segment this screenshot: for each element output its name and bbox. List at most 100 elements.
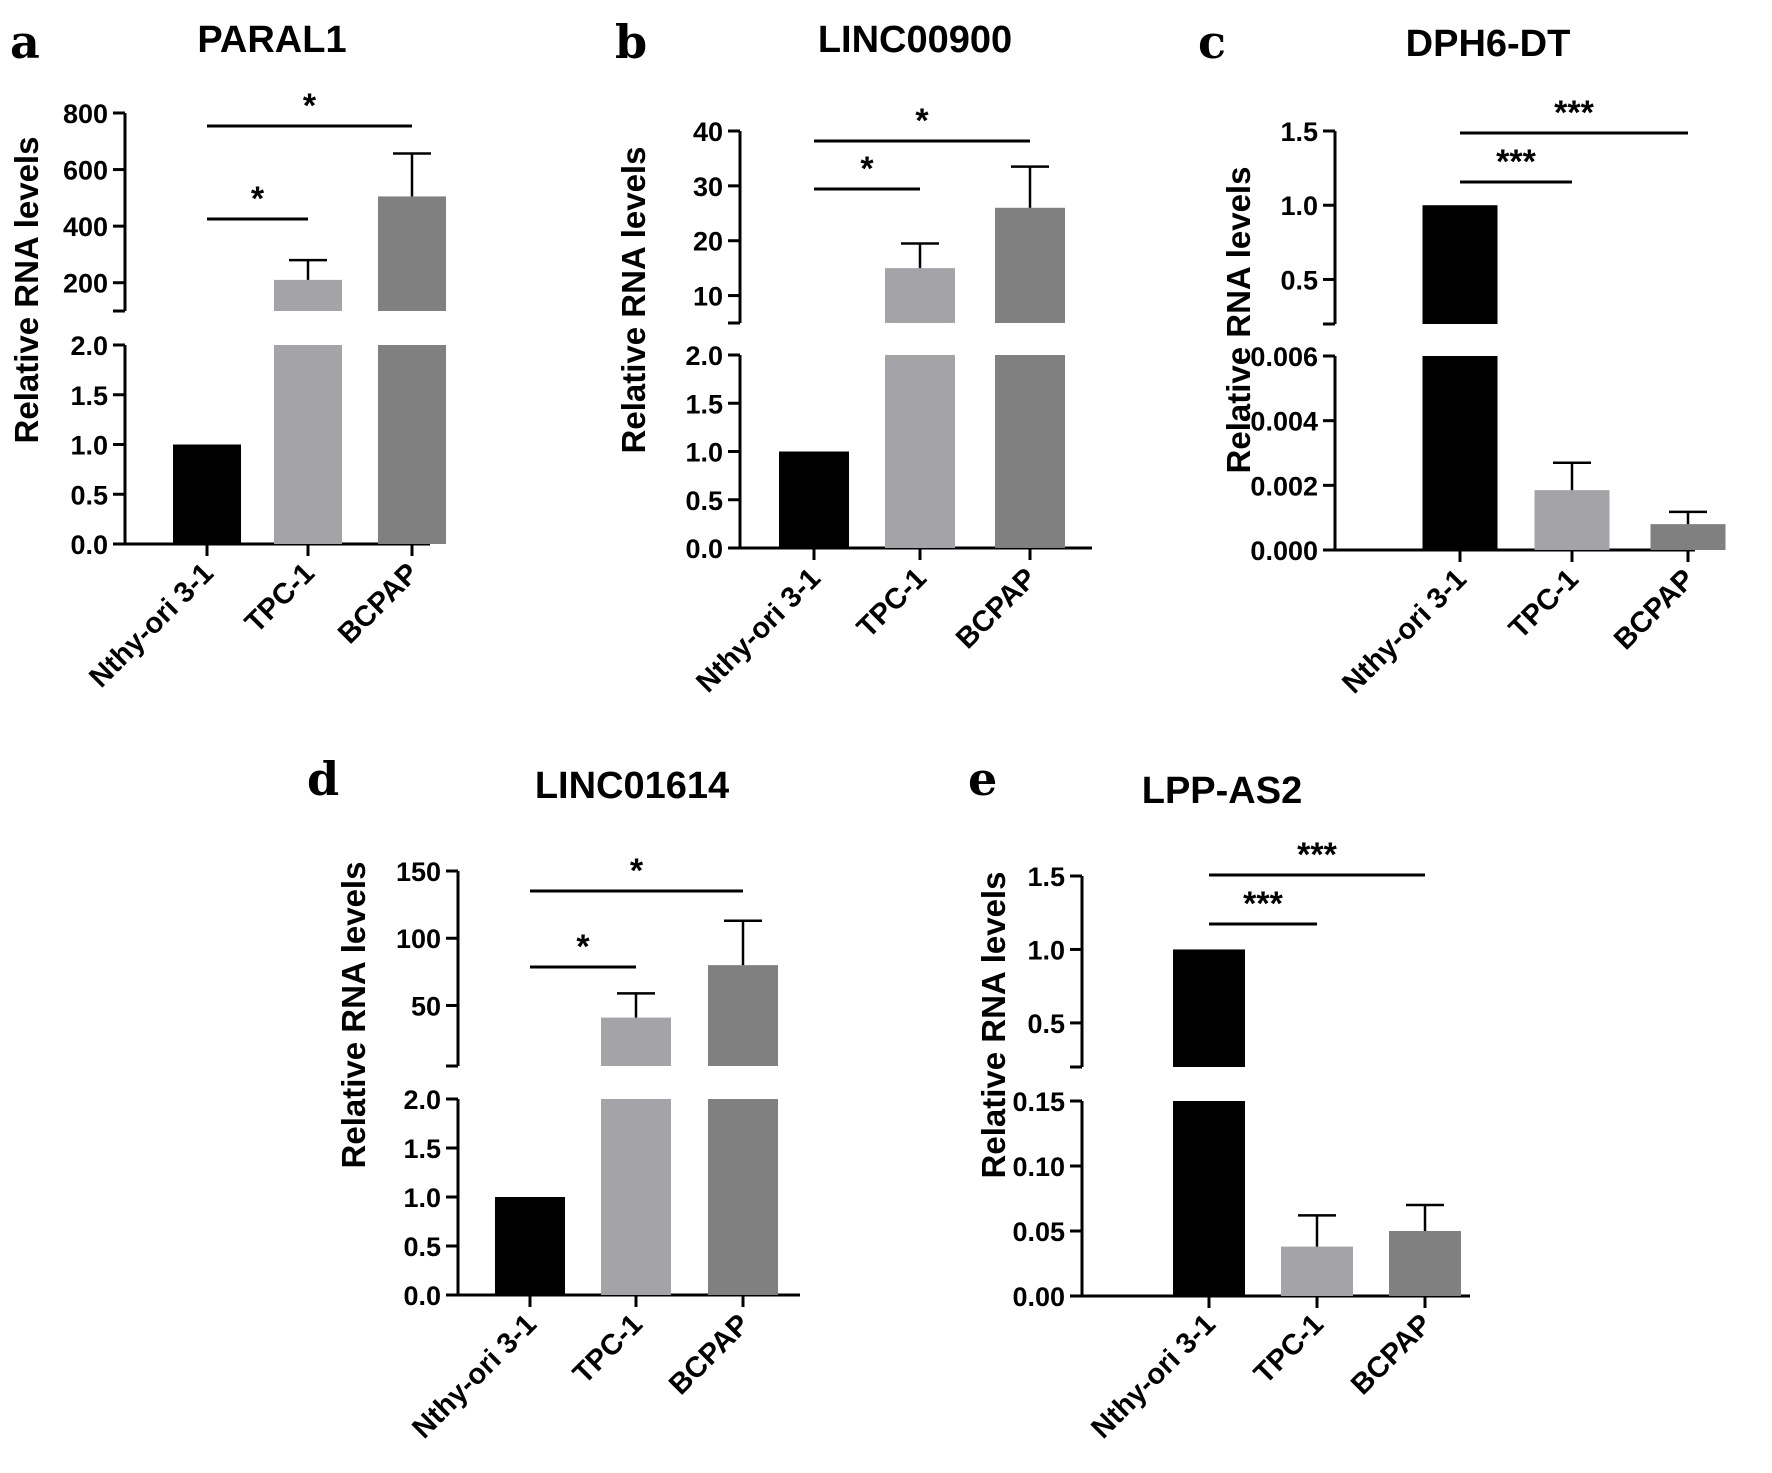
y-tick-label: 0.15	[1012, 1087, 1065, 1117]
significance-label: *	[576, 928, 590, 966]
significance-label: *	[860, 150, 874, 188]
y-tick-label: 0.0	[70, 530, 108, 560]
y-tick-label: 0.5	[685, 486, 723, 516]
chart-title: LINC01614	[535, 765, 729, 807]
y-tick-label: 40	[693, 117, 723, 147]
bar-upper	[708, 965, 778, 1066]
y-tick-label: 1.5	[685, 389, 723, 419]
bar	[1534, 490, 1610, 550]
y-axis-label: Relative RNA levels	[8, 137, 45, 444]
y-tick-label: 800	[63, 99, 108, 129]
y-tick-label: 100	[396, 924, 441, 954]
bar-upper	[378, 196, 446, 311]
bar	[274, 345, 342, 544]
bar	[885, 355, 955, 548]
category-label: Nthy-ori 3-1	[1085, 1308, 1222, 1445]
bar	[995, 355, 1065, 548]
bar-upper	[1422, 205, 1498, 324]
bar	[378, 345, 446, 544]
bar-upper	[601, 1017, 671, 1066]
y-tick-label: 2.0	[685, 341, 723, 371]
bar	[495, 1197, 565, 1295]
significance-label: ***	[1496, 143, 1536, 181]
category-label: BCPAP	[663, 1308, 756, 1401]
bar	[708, 1099, 778, 1295]
y-tick-label: 400	[63, 212, 108, 242]
y-tick-label: 150	[396, 857, 441, 887]
y-axis-label: Relative RNA levels	[1220, 167, 1257, 474]
category-label: Nthy-ori 3-1	[1336, 563, 1473, 700]
y-tick-label: 1.0	[70, 431, 108, 461]
category-label: TPC-1	[1503, 563, 1585, 645]
y-tick-label: 0.5	[70, 480, 108, 510]
category-label: Nthy-ori 3-1	[406, 1308, 543, 1445]
y-tick-label: 0.006	[1250, 342, 1318, 372]
y-tick-label: 2.0	[403, 1085, 441, 1115]
y-axis-label: Relative RNA levels	[975, 872, 1012, 1179]
y-tick-label: 10	[693, 282, 723, 312]
y-tick-label: 0.0	[403, 1281, 441, 1311]
significance-label: *	[251, 180, 265, 218]
category-label: TPC-1	[567, 1308, 649, 1390]
chart-panel-d: d LINC01614 Relative RNA levels 0.0 0.5 1.0 1.…	[307, 752, 800, 1445]
bar	[779, 451, 849, 548]
significance-label: ***	[1243, 885, 1283, 923]
y-tick-label: 0.10	[1012, 1152, 1065, 1182]
chart-panel-a: a PARAL1 Relative RNA levels 0.0 0.5 1.0 1.5 2.…	[8, 15, 446, 694]
y-axis-label: Relative RNA levels	[615, 147, 652, 454]
y-tick-label: 0.004	[1250, 407, 1318, 437]
significance-label: *	[915, 102, 929, 140]
category-label: BCPAP	[332, 557, 425, 650]
y-tick-label: 0.002	[1250, 471, 1318, 501]
bar-upper	[885, 268, 955, 323]
y-axis-label: Relative RNA levels	[335, 862, 372, 1169]
bar	[173, 444, 241, 544]
y-tick-label: 0.5	[403, 1232, 441, 1262]
panel-letter: e	[968, 752, 997, 806]
bar-upper	[274, 279, 342, 311]
y-tick-label: 2.0	[70, 331, 108, 361]
chart-title: LPP-AS2	[1142, 770, 1302, 812]
category-label: BCPAP	[950, 562, 1043, 655]
chart-panel-e: e LPP-AS2 Relative RNA levels 0.00 0.05 0.10 0…	[968, 752, 1470, 1445]
y-tick-label: 1.0	[403, 1183, 441, 1213]
y-tick-label: 0.05	[1012, 1217, 1065, 1247]
y-tick-label: 1.5	[1280, 117, 1318, 147]
y-tick-label: 1.0	[1027, 935, 1065, 965]
y-tick-label: 0.5	[1027, 1009, 1065, 1039]
chart-title: DPH6-DT	[1406, 23, 1571, 65]
significance-label: *	[630, 852, 644, 890]
y-tick-label: 1.5	[70, 381, 108, 411]
category-label: BCPAP	[1345, 1308, 1438, 1401]
y-tick-label: 0.000	[1250, 536, 1318, 566]
y-tick-label: 1.5	[403, 1134, 441, 1164]
category-label: TPC-1	[851, 562, 933, 644]
significance-label: *	[303, 87, 317, 125]
significance-label: ***	[1297, 836, 1337, 874]
chart-panel-c: c DPH6-DT Relative RNA levels 0.000 0.002 0.0…	[1198, 15, 1726, 700]
panel-letter: d	[307, 752, 339, 806]
bar	[1389, 1231, 1461, 1296]
bar	[1650, 524, 1726, 550]
y-tick-label: 50	[411, 991, 441, 1021]
y-tick-label: 200	[63, 269, 108, 299]
y-tick-label: 1.0	[685, 438, 723, 468]
y-tick-label: 600	[63, 156, 108, 186]
category-label: TPC-1	[239, 557, 321, 639]
panel-letter: b	[615, 15, 647, 69]
category-label: BCPAP	[1608, 563, 1701, 656]
y-tick-label: 1.5	[1027, 862, 1065, 892]
y-tick-label: 0.00	[1012, 1282, 1065, 1312]
y-tick-label: 30	[693, 172, 723, 202]
bar	[1281, 1246, 1353, 1296]
chart-panel-b: b LINC00900 Relative RNA levels 0.0 0.5 1.0 1.…	[615, 15, 1092, 699]
category-label: Nthy-ori 3-1	[83, 557, 220, 694]
bar	[1422, 356, 1498, 550]
bar-upper	[1173, 949, 1245, 1067]
significance-label: ***	[1554, 94, 1594, 132]
bar	[1173, 1101, 1245, 1296]
bar	[601, 1099, 671, 1295]
chart-title: LINC00900	[818, 19, 1012, 61]
chart-title: PARAL1	[197, 19, 346, 61]
